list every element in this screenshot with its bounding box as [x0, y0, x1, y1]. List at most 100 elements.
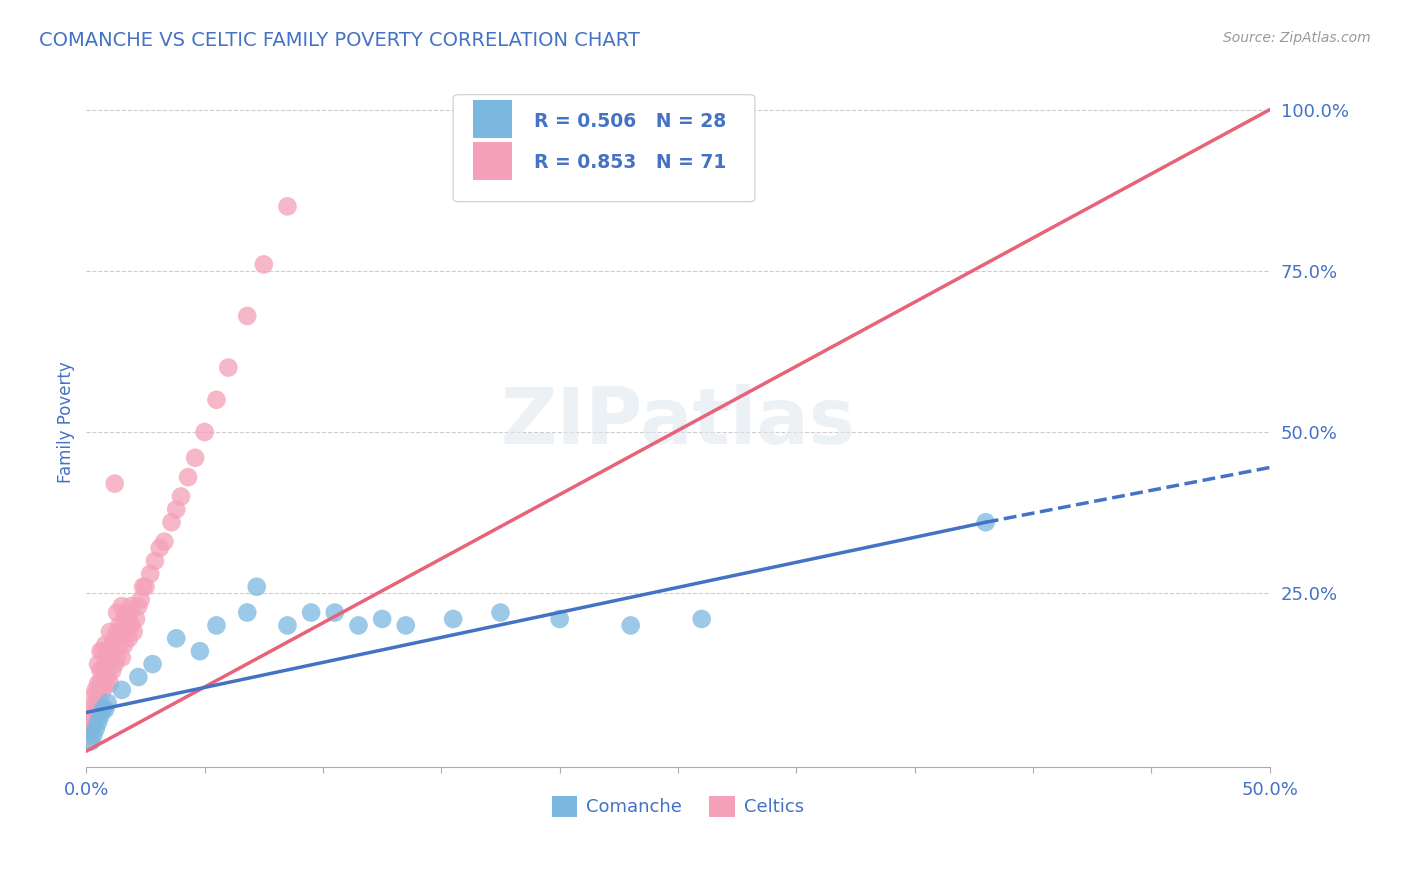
Point	[97, 644, 120, 658]
FancyBboxPatch shape	[453, 95, 755, 202]
Point	[217, 360, 239, 375]
Point	[139, 566, 162, 581]
Point	[205, 392, 228, 407]
Point	[395, 618, 418, 632]
Point	[127, 670, 149, 684]
Point	[87, 690, 110, 704]
Point	[87, 715, 110, 730]
Point	[104, 476, 127, 491]
Point	[97, 670, 120, 684]
Point	[104, 657, 127, 672]
Text: ZIPatlas: ZIPatlas	[501, 384, 855, 460]
Point	[170, 490, 193, 504]
Point	[91, 682, 114, 697]
Point	[77, 722, 100, 736]
FancyBboxPatch shape	[474, 142, 512, 179]
Point	[548, 612, 571, 626]
Point	[98, 624, 121, 639]
Point	[108, 618, 131, 632]
FancyBboxPatch shape	[474, 100, 512, 138]
Point	[620, 618, 643, 632]
Point	[80, 722, 103, 736]
Point	[108, 638, 131, 652]
Point	[184, 450, 207, 465]
Point	[98, 676, 121, 690]
Point	[97, 696, 120, 710]
Text: R = 0.853   N = 71: R = 0.853 N = 71	[534, 153, 725, 172]
Point	[87, 702, 110, 716]
Point	[80, 708, 103, 723]
Point	[177, 470, 200, 484]
Point	[105, 624, 128, 639]
Point	[101, 664, 124, 678]
Text: R = 0.506   N = 28: R = 0.506 N = 28	[534, 112, 725, 130]
Point	[276, 199, 298, 213]
Point	[89, 676, 111, 690]
Point	[84, 682, 107, 697]
Point	[94, 676, 117, 690]
Point	[690, 612, 713, 626]
Point	[87, 657, 110, 672]
Point	[132, 580, 155, 594]
Point	[120, 599, 142, 613]
Point	[91, 702, 114, 716]
Point	[94, 702, 117, 716]
Point	[111, 682, 134, 697]
Point	[89, 644, 111, 658]
Text: Source: ZipAtlas.com: Source: ZipAtlas.com	[1223, 31, 1371, 45]
Point	[120, 618, 142, 632]
Point	[489, 606, 512, 620]
Point	[160, 516, 183, 530]
Point	[84, 708, 107, 723]
Point	[347, 618, 370, 632]
Point	[236, 309, 259, 323]
Point	[153, 534, 176, 549]
Point	[118, 612, 141, 626]
Point	[127, 599, 149, 613]
Point	[125, 612, 148, 626]
Point	[246, 580, 269, 594]
Point	[441, 612, 464, 626]
Point	[276, 618, 298, 632]
Point	[205, 618, 228, 632]
Point	[253, 257, 276, 271]
Point	[165, 502, 187, 516]
Point	[91, 664, 114, 678]
Point	[82, 690, 104, 704]
Point	[105, 606, 128, 620]
Point	[165, 632, 187, 646]
Point	[87, 676, 110, 690]
Point	[111, 650, 134, 665]
Point	[89, 664, 111, 678]
Point	[82, 702, 104, 716]
Point	[112, 638, 135, 652]
Point	[299, 606, 322, 620]
Point	[77, 734, 100, 748]
Point	[82, 715, 104, 730]
Point	[98, 650, 121, 665]
Point	[105, 650, 128, 665]
Point	[112, 612, 135, 626]
Point	[89, 708, 111, 723]
Point	[134, 580, 156, 594]
Point	[91, 644, 114, 658]
Point	[323, 606, 346, 620]
Point	[194, 425, 217, 439]
Point	[80, 734, 103, 748]
Point	[104, 632, 127, 646]
Legend: Comanche, Celtics: Comanche, Celtics	[546, 789, 811, 824]
Point	[142, 657, 165, 672]
Point	[84, 696, 107, 710]
Y-axis label: Family Poverty: Family Poverty	[58, 361, 75, 483]
Point	[84, 722, 107, 736]
Point	[149, 541, 172, 555]
Point	[129, 592, 152, 607]
Point	[111, 624, 134, 639]
Point	[236, 606, 259, 620]
Point	[118, 632, 141, 646]
Point	[94, 638, 117, 652]
Point	[371, 612, 394, 626]
Point	[111, 599, 134, 613]
Point	[94, 657, 117, 672]
Point	[89, 696, 111, 710]
